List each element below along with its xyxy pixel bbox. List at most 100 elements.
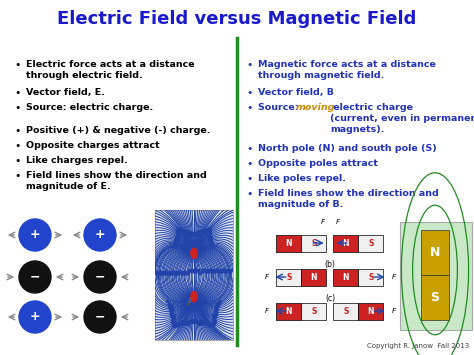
Text: Electric force acts at a distance
through electric field.: Electric force acts at a distance throug…	[26, 60, 195, 80]
FancyArrowPatch shape	[197, 269, 200, 273]
Text: F: F	[320, 219, 325, 225]
FancyArrowPatch shape	[220, 270, 223, 273]
Text: N: N	[343, 273, 349, 282]
Text: S: S	[343, 306, 349, 316]
FancyArrowPatch shape	[210, 323, 213, 327]
FancyArrowPatch shape	[172, 316, 175, 320]
Text: Like poles repel.: Like poles repel.	[258, 174, 346, 183]
FancyArrowPatch shape	[210, 270, 213, 273]
Text: •: •	[14, 171, 20, 181]
Text: Field lines show the direction and
magnitude of E.: Field lines show the direction and magni…	[26, 171, 207, 191]
Text: N: N	[286, 239, 292, 247]
FancyArrowPatch shape	[214, 307, 219, 310]
FancyArrowPatch shape	[200, 230, 203, 234]
Text: S: S	[311, 306, 317, 316]
FancyArrowPatch shape	[182, 230, 186, 234]
FancyArrowPatch shape	[175, 240, 179, 243]
FancyArrowPatch shape	[199, 272, 202, 275]
FancyArrowPatch shape	[164, 271, 168, 275]
FancyArrowPatch shape	[177, 236, 181, 239]
FancyArrowPatch shape	[221, 269, 224, 273]
FancyArrowPatch shape	[170, 304, 173, 308]
FancyArrowPatch shape	[204, 321, 207, 325]
FancyArrowPatch shape	[173, 321, 176, 325]
Bar	[276, 235, 301, 251]
Text: •: •	[14, 60, 20, 70]
Text: Copyright R. Janow  Fall 2013: Copyright R. Janow Fall 2013	[367, 343, 469, 349]
FancyArrowPatch shape	[193, 233, 196, 236]
FancyArrowPatch shape	[172, 323, 176, 327]
Text: Source:: Source:	[258, 103, 302, 112]
FancyArrowPatch shape	[179, 228, 182, 231]
Text: North pole (N) and south pole (S): North pole (N) and south pole (S)	[258, 144, 437, 153]
FancyArrowPatch shape	[169, 306, 173, 310]
FancyArrowPatch shape	[172, 315, 175, 318]
FancyArrowPatch shape	[181, 272, 184, 275]
FancyArrowPatch shape	[182, 322, 185, 326]
FancyArrowPatch shape	[188, 269, 191, 273]
FancyArrowPatch shape	[168, 271, 171, 275]
FancyArrowPatch shape	[209, 237, 212, 241]
FancyArrowPatch shape	[169, 307, 173, 311]
Text: Vector field, B: Vector field, B	[258, 88, 334, 97]
FancyArrowPatch shape	[191, 320, 194, 323]
Text: Opposite poles attract: Opposite poles attract	[258, 159, 378, 168]
Text: S: S	[368, 239, 374, 247]
FancyArrowPatch shape	[209, 239, 213, 242]
FancyArrowPatch shape	[170, 272, 173, 275]
FancyArrowPatch shape	[203, 230, 207, 234]
FancyArrowPatch shape	[214, 313, 218, 316]
FancyArrowPatch shape	[178, 271, 182, 274]
Text: F: F	[336, 219, 339, 225]
FancyArrowPatch shape	[200, 322, 203, 326]
FancyArrowPatch shape	[190, 232, 193, 236]
Bar	[301, 302, 327, 320]
Text: (b): (b)	[325, 260, 336, 268]
FancyArrowPatch shape	[181, 229, 184, 233]
FancyArrowPatch shape	[177, 235, 181, 238]
FancyArrowPatch shape	[164, 272, 167, 275]
FancyArrowPatch shape	[226, 269, 229, 273]
FancyArrowPatch shape	[175, 241, 179, 244]
FancyArrowPatch shape	[211, 244, 215, 247]
Text: S: S	[430, 291, 439, 304]
FancyArrowPatch shape	[158, 272, 162, 275]
FancyArrowPatch shape	[186, 321, 189, 325]
Text: •: •	[14, 156, 20, 166]
FancyArrowPatch shape	[190, 270, 193, 273]
FancyArrowPatch shape	[208, 230, 212, 234]
FancyArrowPatch shape	[182, 320, 185, 324]
FancyArrowPatch shape	[214, 314, 218, 317]
FancyArrowPatch shape	[191, 269, 194, 273]
FancyArrowPatch shape	[176, 232, 180, 235]
FancyArrowPatch shape	[182, 272, 185, 275]
Text: Like charges repel.: Like charges repel.	[26, 156, 128, 165]
Text: N: N	[286, 306, 292, 316]
FancyArrowPatch shape	[170, 312, 174, 315]
Text: F: F	[264, 274, 268, 280]
Text: •: •	[246, 60, 252, 70]
FancyArrowPatch shape	[170, 313, 174, 316]
FancyArrowPatch shape	[212, 316, 217, 320]
FancyArrowPatch shape	[176, 323, 180, 327]
Text: Positive (+) & negative (-) charge.: Positive (+) & negative (-) charge.	[26, 126, 210, 135]
FancyArrowPatch shape	[181, 230, 184, 234]
Text: Field lines show the direction and
magnitude of B.: Field lines show the direction and magni…	[258, 189, 439, 209]
FancyArrowPatch shape	[169, 305, 173, 308]
FancyArrowPatch shape	[222, 269, 226, 273]
FancyArrowPatch shape	[212, 323, 216, 327]
Bar	[421, 275, 449, 320]
FancyArrowPatch shape	[175, 323, 179, 327]
FancyArrowPatch shape	[174, 243, 178, 246]
Text: +: +	[95, 229, 105, 241]
FancyArrowPatch shape	[173, 272, 176, 275]
FancyArrowPatch shape	[172, 244, 176, 247]
Text: −: −	[30, 271, 40, 284]
FancyArrowPatch shape	[196, 231, 200, 235]
Text: •: •	[246, 103, 252, 113]
FancyArrowPatch shape	[213, 320, 217, 323]
FancyArrowPatch shape	[176, 233, 181, 237]
Bar	[334, 268, 358, 285]
FancyArrowPatch shape	[170, 315, 174, 318]
Bar	[301, 268, 327, 285]
